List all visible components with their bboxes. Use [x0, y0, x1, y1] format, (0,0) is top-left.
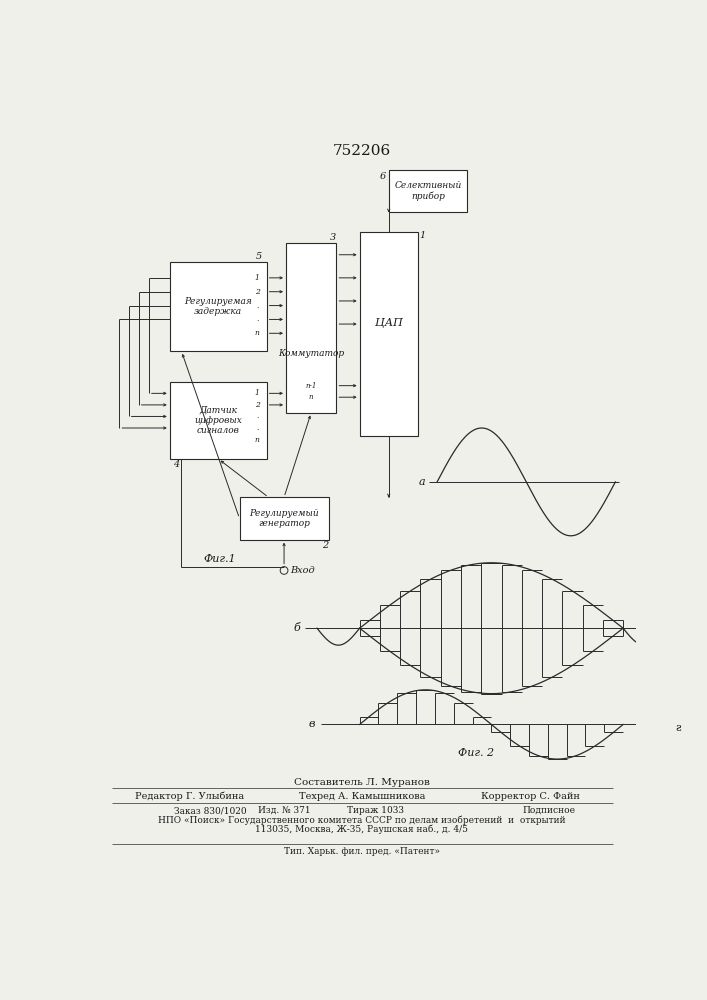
Text: .: .: [256, 315, 259, 323]
Text: 2: 2: [255, 401, 259, 409]
Text: 752206: 752206: [333, 144, 391, 158]
Text: 2: 2: [322, 541, 328, 550]
Text: Техред А. Камышникова: Техред А. Камышникова: [299, 792, 425, 801]
Text: Датчик
цифровых
сигналов: Датчик цифровых сигналов: [194, 405, 242, 435]
Text: n: n: [255, 329, 259, 337]
Text: 1: 1: [419, 231, 426, 240]
Text: n: n: [309, 393, 313, 401]
Text: а: а: [419, 477, 426, 487]
Text: Регулируемая
задержка: Регулируемая задержка: [185, 297, 252, 316]
Text: 2: 2: [255, 288, 259, 296]
Text: Селективный
прибор: Селективный прибор: [395, 181, 462, 201]
Text: Редактор Г. Улыбина: Редактор Г. Улыбина: [134, 791, 244, 801]
Text: .: .: [256, 412, 259, 420]
Text: 1: 1: [255, 389, 259, 397]
Bar: [240, 497, 329, 540]
Text: 1: 1: [255, 274, 259, 282]
Text: ЦАП: ЦАП: [375, 318, 402, 328]
Text: ƨ: ƨ: [676, 723, 682, 733]
Text: НПО «Поиск» Государственного комитета СССР по делам изобретений  и  открытий: НПО «Поиск» Государственного комитета СС…: [158, 815, 566, 825]
Text: n: n: [255, 436, 259, 444]
Text: в: в: [309, 719, 315, 729]
Text: 4: 4: [173, 460, 179, 469]
Text: 5: 5: [256, 252, 262, 261]
Text: Фиг. 2: Фиг. 2: [458, 748, 494, 758]
Text: .: .: [256, 302, 259, 310]
Text: Изд. № 371: Изд. № 371: [258, 806, 311, 815]
Text: Вход: Вход: [291, 566, 315, 575]
Text: Тип. Харьк. фил. пред. «Патент»: Тип. Харьк. фил. пред. «Патент»: [284, 847, 440, 856]
Text: .: .: [256, 424, 259, 432]
Bar: [170, 382, 267, 459]
Text: Тираж 1033: Тираж 1033: [346, 806, 404, 815]
Text: б: б: [293, 623, 300, 633]
Text: Заказ 830/1020: Заказ 830/1020: [174, 806, 246, 815]
Text: Подписное: Подписное: [522, 806, 575, 815]
Bar: [286, 243, 337, 413]
Text: Составитель Л. Муранов: Составитель Л. Муранов: [294, 778, 430, 787]
Bar: [389, 170, 467, 212]
Text: 6: 6: [380, 172, 386, 181]
Text: n-1: n-1: [305, 382, 317, 390]
Text: Корректор С. Файн: Корректор С. Файн: [481, 792, 580, 801]
Text: Коммутатор: Коммутатор: [278, 349, 344, 358]
Text: Регулируемый
генератор: Регулируемый генератор: [250, 509, 319, 528]
Bar: [170, 262, 267, 351]
Text: 3: 3: [329, 233, 336, 242]
Bar: [360, 232, 418, 436]
Text: 113035, Москва, Ж-35, Раушская наб., д. 4/5: 113035, Москва, Ж-35, Раушская наб., д. …: [255, 824, 469, 834]
Text: Фиг.1: Фиг.1: [204, 554, 236, 564]
